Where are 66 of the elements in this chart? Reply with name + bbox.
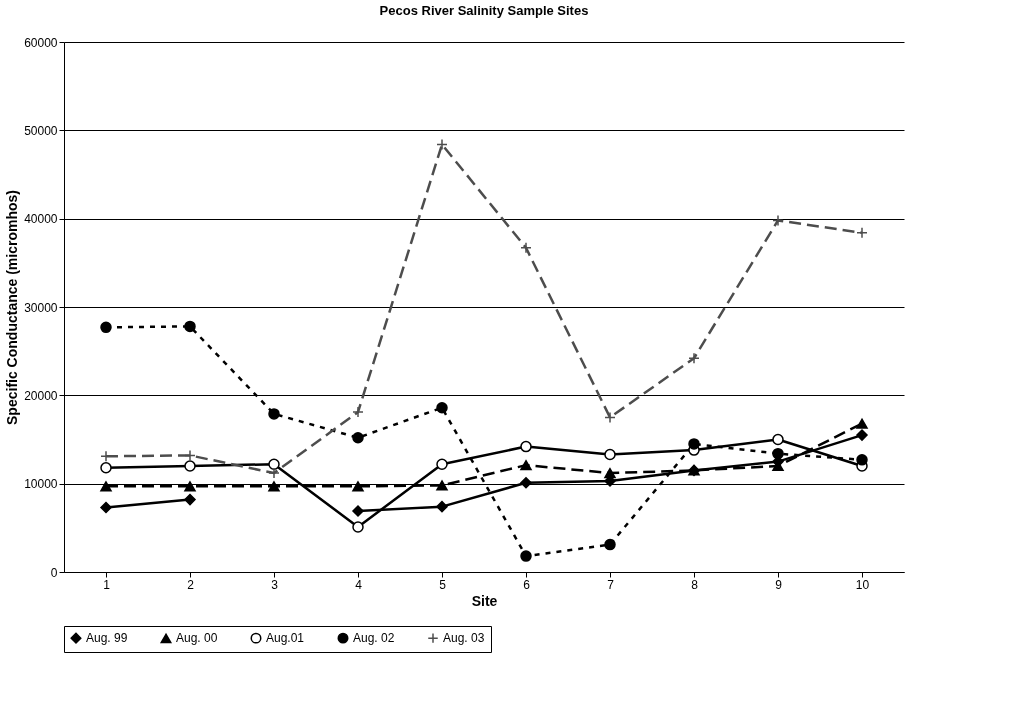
y-tick-label: 50000 [24, 123, 58, 138]
point [184, 481, 196, 492]
point [100, 501, 112, 514]
point [184, 493, 196, 506]
point [352, 406, 364, 418]
point [268, 408, 280, 420]
point [520, 477, 532, 489]
point [352, 481, 364, 492]
point [604, 411, 616, 424]
point [268, 481, 280, 492]
point [520, 440, 532, 453]
point [268, 467, 280, 479]
point [184, 449, 196, 462]
x-axis-title: Site [471, 592, 498, 609]
point [856, 227, 868, 239]
point [352, 431, 364, 444]
x-tick-label: 8 [691, 577, 699, 592]
x-tick-label: 1 [103, 577, 111, 592]
y-tick-label: 30000 [24, 300, 58, 315]
point [520, 242, 532, 254]
legend-label: Aug.01 [266, 631, 305, 646]
point [436, 500, 448, 513]
point [352, 521, 364, 533]
x-tick-label: 5 [439, 577, 447, 592]
legend-label: Aug. 99 [86, 631, 128, 646]
point [856, 418, 868, 429]
point [100, 481, 112, 492]
y-axis-title: Specific Conductance (micromhos) [4, 190, 21, 425]
point [520, 460, 532, 471]
point [688, 438, 700, 450]
point [184, 320, 196, 333]
y-tick-label: 40000 [24, 212, 58, 227]
legend-label: Aug. 02 [353, 631, 395, 646]
chart-title: Pecos River Salinity Sample Sites [379, 3, 589, 18]
y-tick-label: 10000 [24, 477, 58, 492]
legend-label: Aug. 00 [176, 631, 218, 646]
point [856, 429, 868, 441]
x-tick-label: 6 [523, 577, 531, 592]
x-tick-label: 7 [607, 577, 615, 592]
point [604, 467, 616, 479]
x-tick-label: 3 [271, 577, 279, 592]
point [772, 433, 784, 446]
y-tick-label: 20000 [24, 388, 58, 403]
point [100, 321, 112, 334]
point [772, 447, 784, 460]
y-tick-label: 60000 [24, 35, 58, 50]
point [604, 538, 616, 551]
x-tick-label: 10 [855, 577, 870, 592]
point [520, 550, 532, 562]
point [436, 138, 448, 151]
point [184, 460, 196, 472]
point [772, 214, 784, 227]
x-tick-label: 4 [355, 577, 363, 592]
point [436, 480, 448, 491]
point [604, 448, 616, 461]
x-tick-label: 2 [187, 577, 195, 592]
point [352, 505, 364, 517]
x-tick-label: 9 [775, 577, 783, 592]
point [436, 401, 448, 414]
point [268, 458, 280, 470]
point [856, 454, 868, 466]
y-tick-label: 0 [50, 565, 58, 580]
legend-label: Aug. 03 [443, 631, 485, 646]
point [100, 462, 112, 474]
point [688, 352, 700, 364]
point [436, 458, 448, 470]
